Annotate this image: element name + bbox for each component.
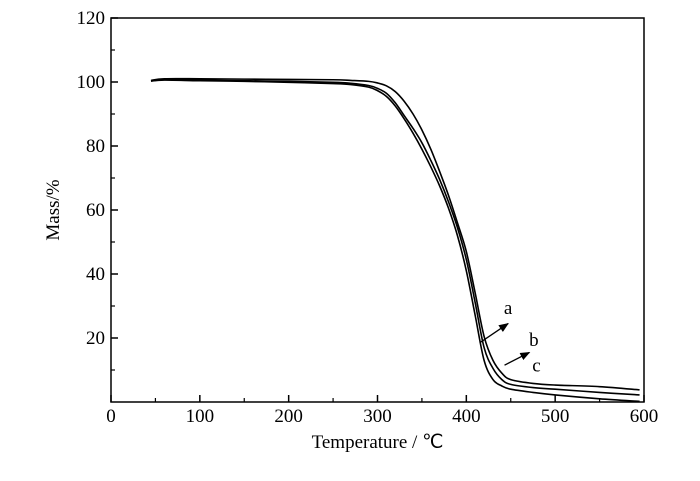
- series-line-b: [150, 78, 640, 396]
- series-annotations: abc: [479, 298, 541, 377]
- annotation-arrow-b: [504, 351, 531, 366]
- y-tick-label: 120: [77, 8, 106, 29]
- data-series: [150, 77, 640, 403]
- axis-ticks: 0 100 200 300 400 500 600 20 40 60 80 100 120: [77, 8, 659, 427]
- series-line-a: [150, 79, 640, 403]
- y-tick-label: 40: [86, 264, 105, 285]
- x-tick-label: 400: [452, 406, 481, 427]
- series-label-c: c: [532, 356, 540, 377]
- series-label-a: a: [504, 298, 513, 319]
- y-tick-label: 100: [77, 72, 106, 93]
- y-axis-title: Mass/%: [43, 179, 64, 240]
- x-tick-label: 600: [630, 406, 659, 427]
- y-tick-label: 60: [86, 200, 105, 221]
- series-label-b: b: [529, 330, 539, 351]
- x-tick-label: 100: [186, 406, 215, 427]
- y-tick-label: 20: [86, 328, 105, 349]
- x-tick-label: 300: [363, 406, 392, 427]
- series-line-c: [150, 77, 640, 391]
- x-tick-label: 500: [541, 406, 570, 427]
- plot-area-frame: [110, 17, 645, 403]
- x-tick-label: 0: [106, 406, 116, 427]
- x-tick-label: 200: [274, 406, 303, 427]
- x-axis-title: Temperature / ℃: [312, 432, 444, 453]
- y-tick-label: 80: [86, 136, 105, 157]
- annotation-arrow-a: [479, 323, 509, 344]
